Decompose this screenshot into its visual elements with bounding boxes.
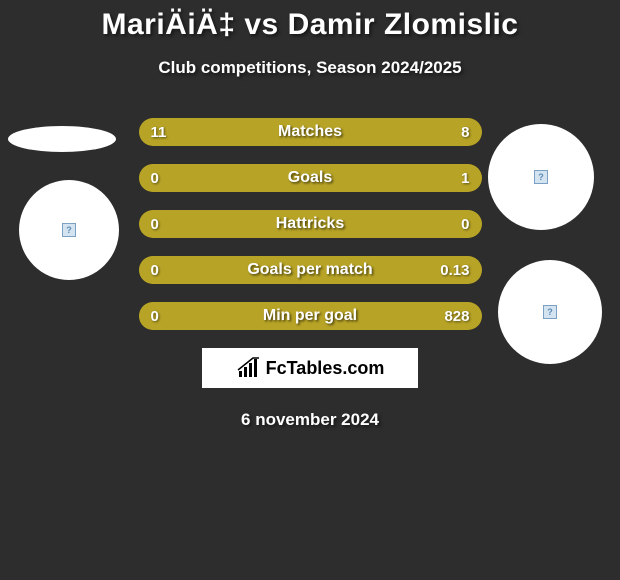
comparison-card: MariÄiÄ‡ vs Damir Zlomislic Club competi… [0, 0, 620, 430]
subtitle: Club competitions, Season 2024/2025 [0, 58, 620, 78]
stat-row: 00.13Goals per match [139, 256, 482, 284]
date-label: 6 november 2024 [0, 410, 620, 430]
stat-row: 00Hattricks [139, 210, 482, 238]
stat-label: Min per goal [139, 307, 482, 325]
stat-label: Goals [139, 169, 482, 187]
stat-label: Matches [139, 123, 482, 141]
stat-row: 01Goals [139, 164, 482, 192]
stats-area: 118Matches 01Goals 00Hattricks 00.13Goals p… [0, 118, 620, 330]
page-title: MariÄiÄ‡ vs Damir Zlomislic [0, 8, 620, 42]
stat-row: 118Matches [139, 118, 482, 146]
stat-label: Hattricks [139, 215, 482, 233]
brand-label: FcTables.com [266, 358, 385, 379]
stat-row: 0828Min per goal [139, 302, 482, 330]
stat-bars: 118Matches 01Goals 00Hattricks 00.13Goals p… [139, 118, 482, 330]
brand-chart-icon [236, 357, 264, 379]
brand-box[interactable]: FcTables.com [202, 348, 418, 388]
stat-label: Goals per match [139, 261, 482, 279]
